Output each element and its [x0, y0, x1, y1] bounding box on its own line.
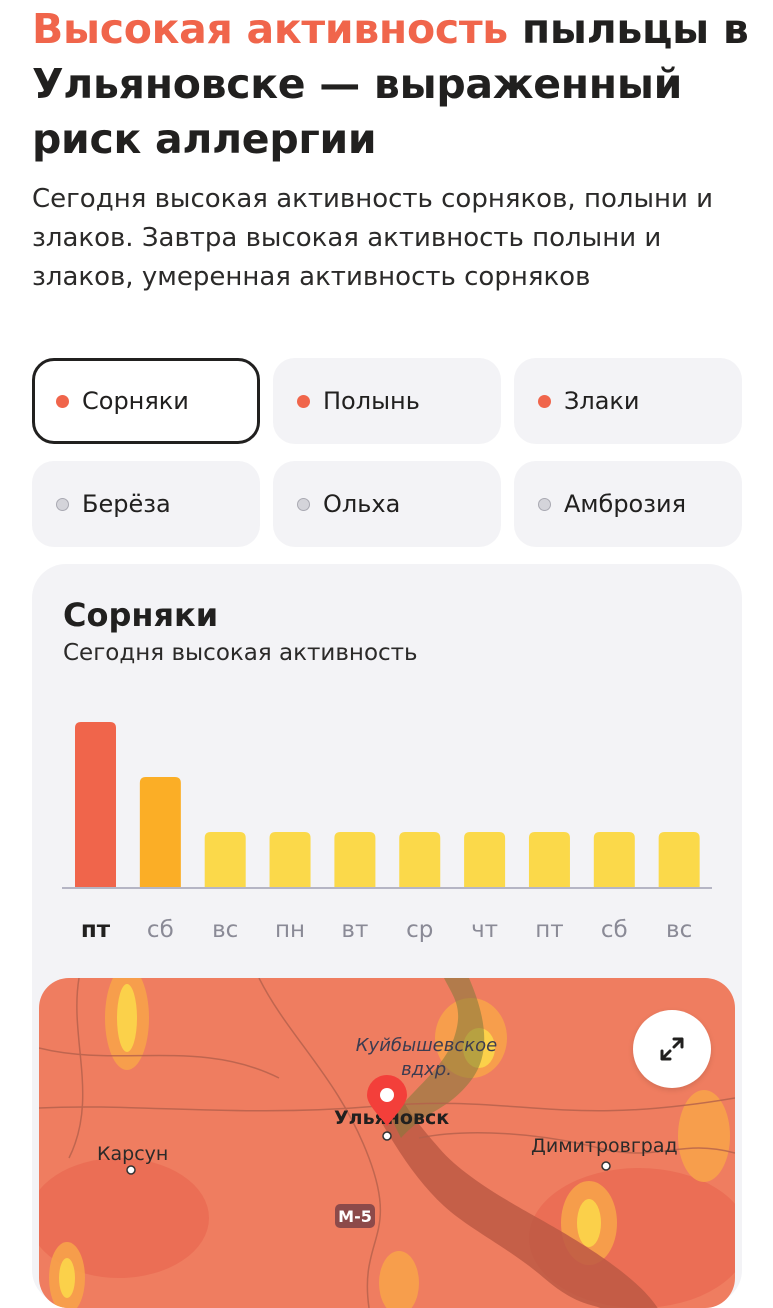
chart-day-label: пт [535, 917, 563, 943]
chart-bar [75, 722, 116, 887]
chart-day-label: пн [275, 917, 305, 943]
reservoir-label: Куйбышевское вдхр. [355, 1035, 498, 1080]
chart-day-label: сб [147, 917, 174, 943]
chip-label: Берёза [82, 490, 171, 518]
active-dot-icon [538, 394, 551, 408]
town-marker-icon [126, 1165, 136, 1175]
chip-weeds[interactable]: Сорняки [32, 358, 260, 444]
chart-bar [528, 832, 570, 887]
expand-map-button[interactable] [633, 1010, 711, 1088]
chart-bar [658, 832, 700, 887]
location-pin-icon [367, 1075, 407, 1126]
forecast-summary: Сегодня высокая активность сорняков, пол… [32, 184, 714, 292]
city-marker-icon [382, 1131, 392, 1141]
chip-label: Полынь [323, 387, 420, 415]
chip-ambrosia[interactable]: Амброзия [514, 461, 742, 547]
chart-day-label: вс [212, 917, 238, 943]
reservoir-shape [391, 978, 485, 1138]
chip-label: Ольха [323, 490, 401, 518]
chart-day-label: вт [341, 917, 368, 943]
chart-day-label: пт [81, 917, 111, 943]
page-headline: Высокая активность пыльцы в Ульяновске —… [32, 2, 752, 167]
chart-day-label: ср [406, 917, 433, 943]
road-badge-icon [335, 1204, 375, 1228]
chart-bar [269, 832, 311, 887]
chart-bar [593, 832, 635, 887]
town-marker-icon [601, 1161, 611, 1171]
town-label-dimitrovgrad: Димитровград [531, 1135, 678, 1157]
chip-label: Амброзия [564, 490, 687, 518]
road-label: М-5 [338, 1207, 372, 1226]
volga-river-shape [379, 1098, 658, 1308]
expand-arrows-icon [660, 1037, 684, 1061]
chart-bar [139, 777, 181, 887]
chart-bar [399, 832, 441, 887]
card-subtitle: Сегодня высокая активность [63, 640, 418, 666]
headline-rest: пыльцы в Ульяновске — выраженный риск ал… [32, 5, 749, 163]
chip-alder[interactable]: Ольха [273, 461, 501, 547]
chart-day-label: чт [471, 917, 498, 943]
chip-label: Сорняки [82, 387, 189, 415]
chart-bar [464, 832, 506, 887]
chart-bar [334, 832, 376, 887]
reservoir-label-wrapper: Куйбышевское вдхр. [355, 1035, 498, 1080]
chip-birch[interactable]: Берёза [32, 461, 260, 547]
card-title: Сорняки [63, 596, 219, 634]
chip-wormwood[interactable]: Полынь [273, 358, 501, 444]
chip-label: Злаки [564, 387, 640, 415]
active-dot-icon [297, 394, 310, 408]
active-dot-icon [56, 394, 69, 408]
chart-day-label: вс [666, 917, 692, 943]
inactive-dot-icon [56, 497, 69, 511]
map-canvas: Карсун Димитровград Куйбышевское вдхр. У… [39, 978, 735, 1308]
pollen-map[interactable]: Карсун Димитровград Куйбышевское вдхр. У… [39, 978, 735, 1308]
town-label-karsun: Карсун [97, 1143, 168, 1165]
headline-accent: Высокая активность [32, 5, 508, 53]
pollen-forecast-card: Сорняки Сегодня высокая активность пт сб в… [32, 564, 742, 1308]
chart-day-label: сб [601, 917, 628, 943]
pollen-bar-chart: пт сб вс пн вт ср чт пт сб вс [62, 722, 712, 943]
inactive-dot-icon [297, 497, 310, 511]
inactive-dot-icon [538, 497, 551, 511]
chip-grasses[interactable]: Злаки [514, 358, 742, 444]
chart-bar [204, 832, 246, 887]
